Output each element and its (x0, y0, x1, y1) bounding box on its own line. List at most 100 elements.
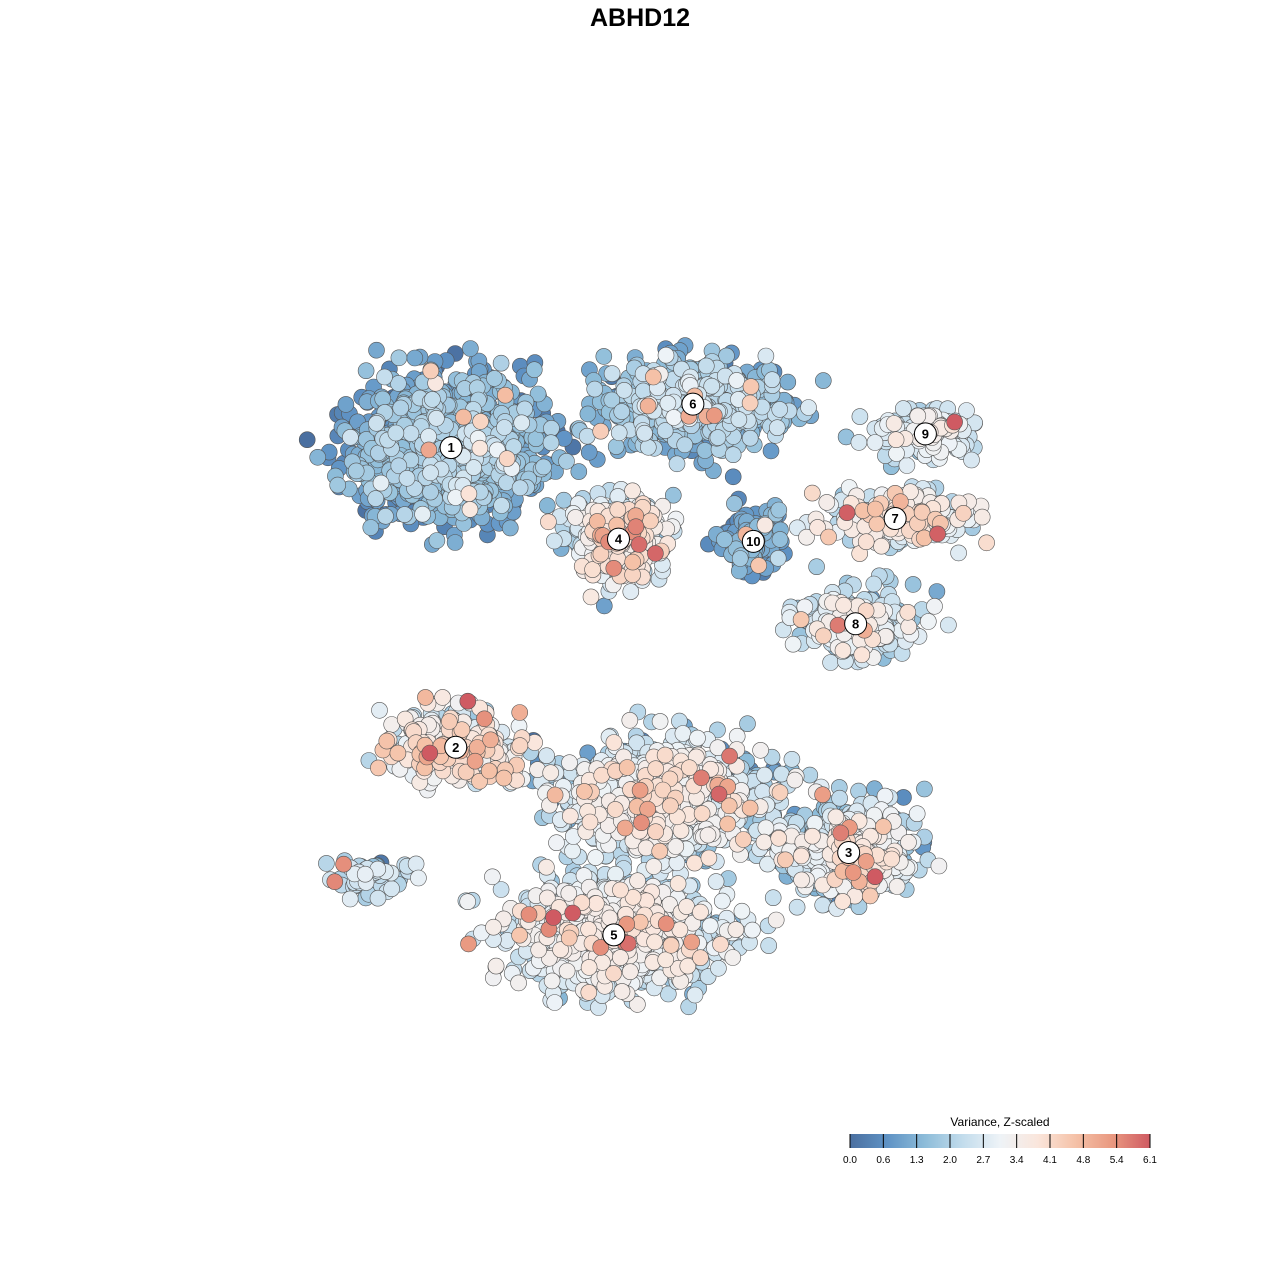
cell-point (390, 375, 407, 392)
cell-point (387, 424, 405, 442)
cell-point (392, 399, 410, 417)
cell-point (428, 532, 446, 549)
cell-point (850, 434, 868, 451)
cell-point (422, 483, 439, 501)
points-layer (298, 337, 995, 1016)
cell-point (543, 419, 560, 437)
chart-title: ABHD12 (589, 4, 691, 32)
cell-point (865, 575, 883, 593)
cell-point (894, 400, 912, 417)
cell-point (716, 531, 733, 548)
cell-point (558, 452, 575, 470)
cell-point (377, 507, 394, 525)
cell-point (741, 429, 759, 447)
cell-point (668, 455, 686, 473)
cell-point (603, 365, 621, 382)
cell-point (446, 534, 464, 551)
cell-point (779, 373, 797, 391)
cell-point (337, 396, 355, 413)
cell-point (788, 898, 806, 916)
cell-point (764, 889, 782, 907)
cell-point (493, 497, 510, 514)
cell-point (357, 362, 375, 380)
cell-point (555, 491, 573, 509)
cell-point (610, 424, 628, 442)
cell-point (724, 468, 742, 486)
cell-point (501, 519, 519, 537)
cell-point (527, 430, 545, 448)
cell-point (369, 889, 387, 907)
cell-point (492, 354, 510, 372)
cell-point (928, 583, 946, 600)
cell-point (462, 340, 479, 357)
cell-point (368, 341, 385, 359)
cell-point (367, 490, 385, 507)
cell-point (814, 896, 832, 914)
cell-point (362, 519, 380, 536)
cell-point (347, 462, 365, 480)
cell-point (762, 442, 780, 460)
cell-point (851, 408, 869, 425)
cell-point (545, 532, 563, 550)
cell-point (542, 434, 560, 452)
cell-point (422, 464, 439, 482)
cell-point (814, 372, 832, 389)
cell-point (760, 937, 778, 954)
cell-point (615, 381, 633, 399)
cell-point (424, 391, 441, 408)
cell-point (376, 368, 393, 386)
cell-point (595, 348, 613, 365)
cell-point (724, 446, 742, 464)
cell-point (710, 959, 727, 977)
cell-point (368, 414, 385, 432)
cell-point (783, 750, 801, 768)
cell-point (402, 425, 420, 442)
cell-point (639, 438, 657, 456)
cell-point (771, 401, 789, 418)
cell-point (586, 380, 604, 398)
cell-point (769, 549, 787, 567)
cell-point (731, 550, 749, 567)
cell-point (406, 349, 424, 367)
cell-point (525, 361, 543, 379)
cell-point (390, 349, 408, 367)
cell-point (538, 497, 556, 514)
cell-point (342, 428, 359, 446)
cell-point (676, 436, 694, 454)
cell-point (580, 443, 598, 461)
cell-point (696, 442, 714, 459)
cell-point (940, 616, 957, 634)
cell-point (535, 458, 552, 476)
cell-point (771, 531, 789, 548)
cell-point (636, 424, 653, 442)
cell-point (739, 715, 756, 733)
cell-point (770, 501, 788, 519)
cell-point (607, 438, 625, 455)
cell-point (538, 747, 555, 765)
cell-point (916, 780, 933, 798)
cell-point (298, 431, 316, 449)
cell-point (808, 558, 825, 576)
cell-point (318, 855, 335, 872)
cell-point (396, 506, 413, 523)
cell-point (763, 371, 781, 389)
cell-point (398, 469, 416, 487)
cell-point (595, 597, 613, 615)
cell-point (309, 448, 327, 466)
cell-point (697, 357, 715, 375)
cell-point (579, 405, 597, 423)
cell-point (726, 495, 743, 512)
cell-point (486, 370, 503, 387)
cell-point (428, 409, 445, 427)
cell-point (613, 403, 631, 420)
cell-point (730, 411, 748, 428)
cell-point (757, 347, 775, 365)
cell-point (768, 419, 786, 437)
cell-point (383, 880, 400, 898)
cell-point (496, 419, 513, 436)
cell-point (709, 429, 727, 446)
cell-point (831, 789, 848, 807)
cell-point (329, 476, 347, 494)
cell-point (516, 400, 534, 418)
